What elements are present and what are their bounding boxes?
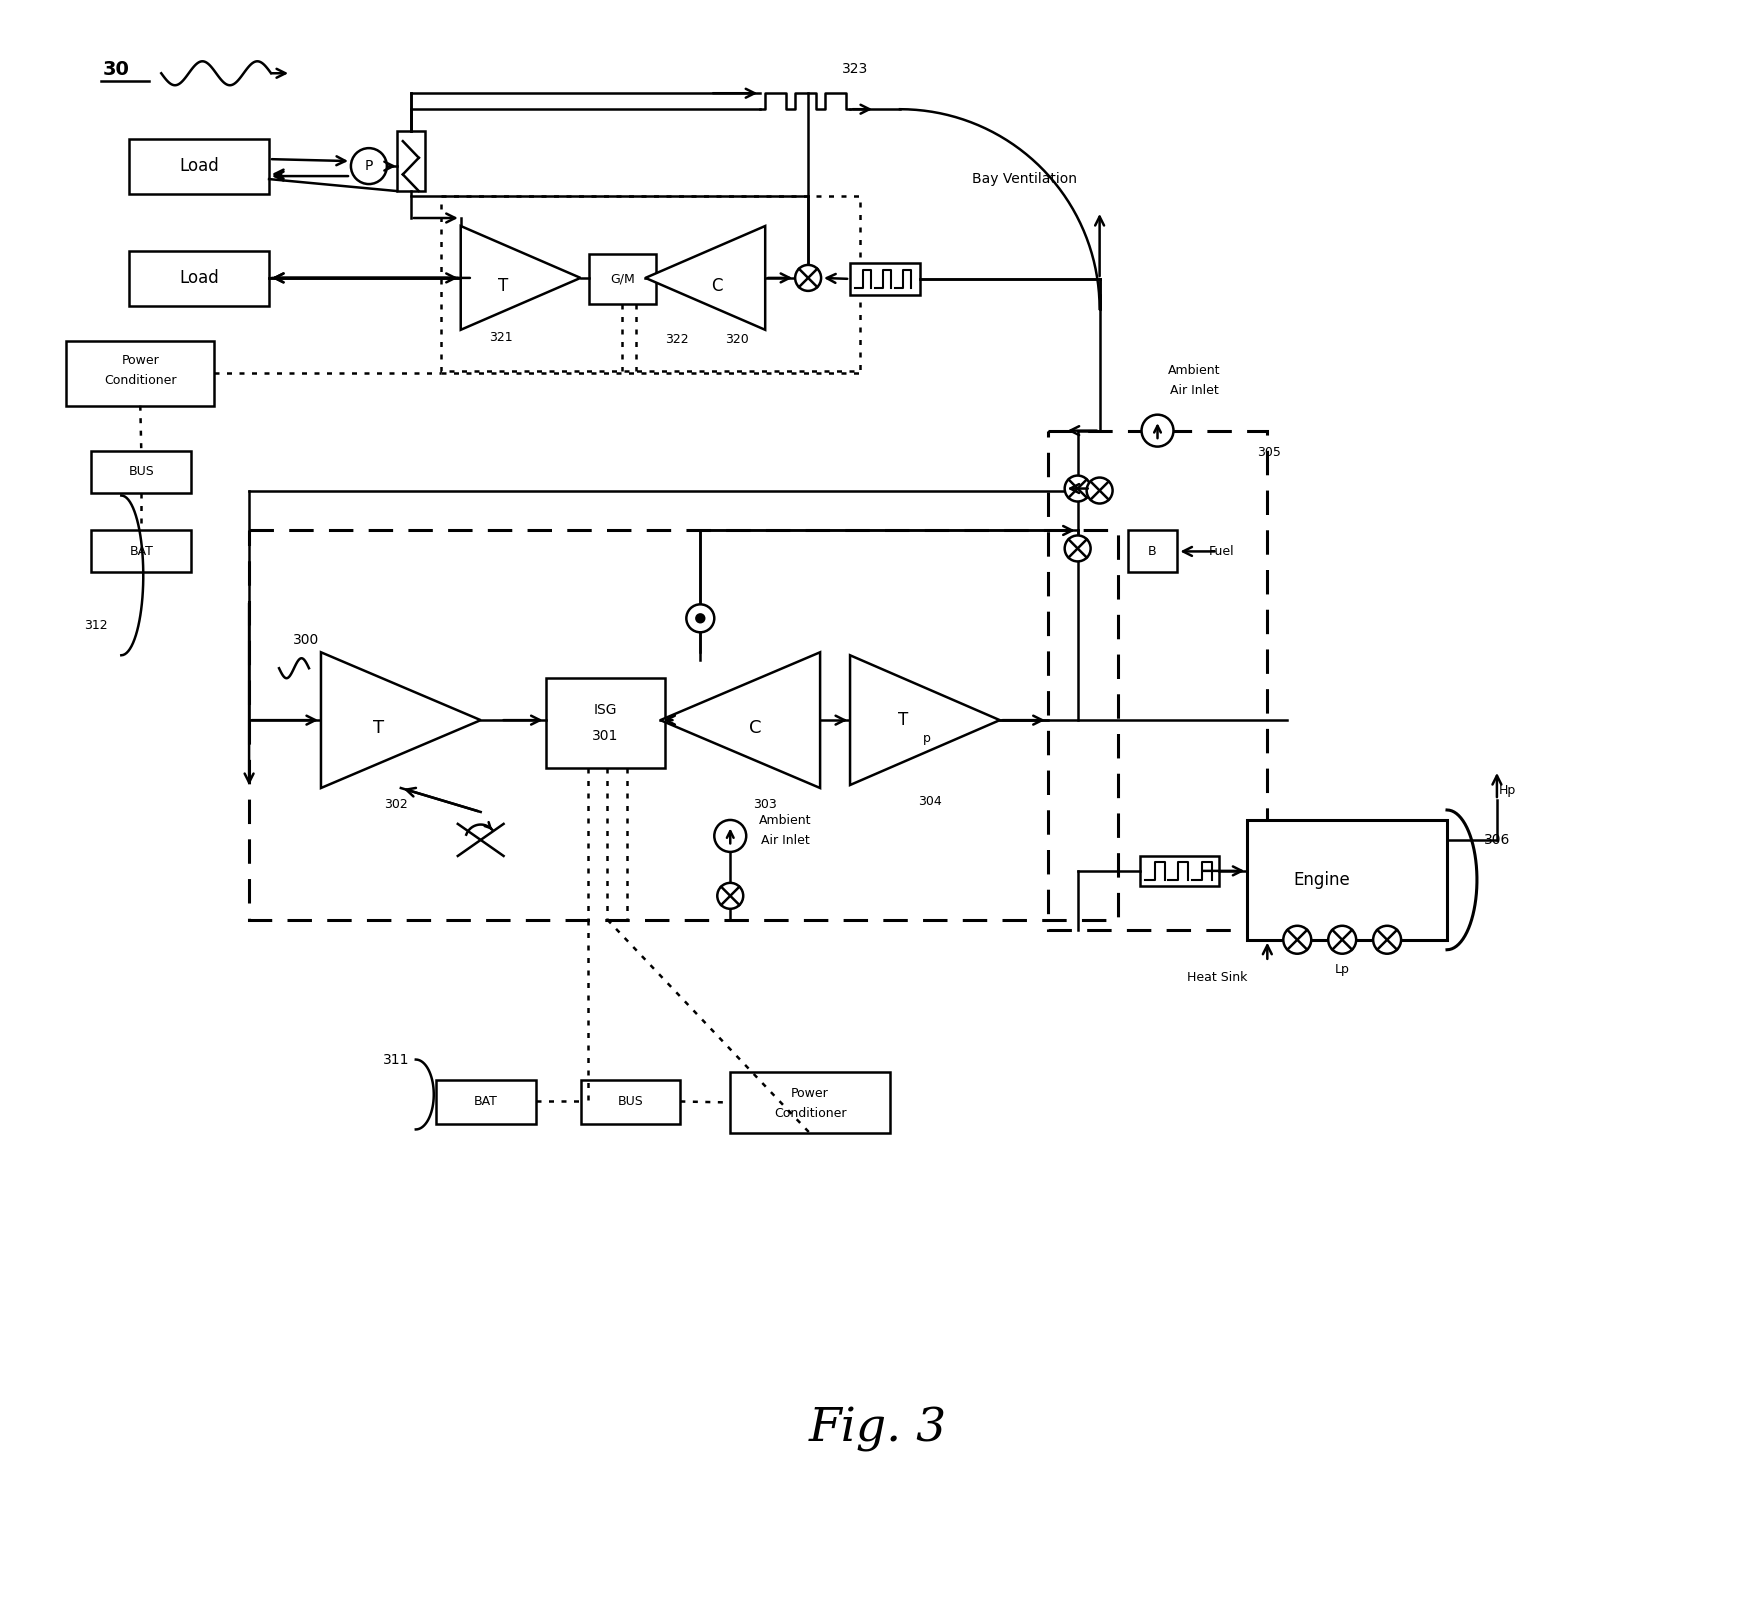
- Bar: [581, 1080, 679, 1125]
- Circle shape: [1327, 925, 1355, 954]
- Text: 322: 322: [665, 334, 688, 347]
- Text: T: T: [374, 719, 384, 737]
- Circle shape: [1141, 414, 1172, 446]
- Circle shape: [795, 265, 821, 291]
- Circle shape: [686, 604, 714, 633]
- Text: 321: 321: [488, 331, 512, 344]
- Bar: [435, 1080, 535, 1125]
- Text: Ambient: Ambient: [1167, 364, 1220, 377]
- Text: Power: Power: [121, 355, 160, 368]
- Text: ISG: ISG: [593, 703, 616, 718]
- Text: C: C: [749, 719, 762, 737]
- Text: B: B: [1148, 545, 1157, 558]
- Text: Ambient: Ambient: [758, 815, 811, 828]
- Circle shape: [1064, 535, 1090, 561]
- Text: Heat Sink: Heat Sink: [1186, 972, 1246, 984]
- Polygon shape: [849, 655, 999, 785]
- Text: Conditioner: Conditioner: [104, 374, 177, 387]
- Text: 323: 323: [841, 62, 867, 77]
- Text: 306: 306: [1483, 833, 1509, 847]
- Text: Fuel: Fuel: [1207, 545, 1234, 558]
- Text: Engine: Engine: [1293, 871, 1350, 888]
- Bar: [130, 139, 269, 193]
- Circle shape: [697, 614, 704, 622]
- Text: 300: 300: [293, 633, 319, 647]
- Bar: [546, 678, 665, 769]
- Bar: [397, 131, 425, 192]
- Text: BUS: BUS: [618, 1095, 642, 1107]
- Text: Air Inlet: Air Inlet: [1169, 384, 1218, 398]
- Polygon shape: [460, 225, 581, 329]
- Polygon shape: [646, 225, 765, 329]
- Bar: [91, 451, 191, 492]
- Text: T: T: [497, 276, 507, 296]
- Text: P: P: [365, 160, 372, 173]
- Text: 312: 312: [84, 618, 109, 631]
- Circle shape: [351, 149, 386, 184]
- Text: 304: 304: [918, 796, 941, 809]
- Text: BAT: BAT: [474, 1095, 497, 1107]
- Bar: [730, 1072, 890, 1133]
- Bar: [849, 264, 920, 296]
- Text: 320: 320: [725, 334, 749, 347]
- Bar: [67, 340, 214, 406]
- Text: BUS: BUS: [128, 465, 154, 478]
- Bar: [441, 197, 860, 371]
- Bar: [1246, 820, 1446, 940]
- Polygon shape: [321, 652, 481, 788]
- Text: T: T: [897, 711, 907, 729]
- Circle shape: [714, 820, 746, 852]
- Text: p: p: [923, 732, 930, 745]
- Bar: [1139, 857, 1218, 885]
- Circle shape: [716, 882, 742, 909]
- Circle shape: [1064, 476, 1090, 502]
- Bar: [1048, 430, 1267, 930]
- Text: Fig. 3: Fig. 3: [809, 1406, 946, 1451]
- Bar: [130, 251, 269, 305]
- Text: 303: 303: [753, 799, 777, 812]
- Text: Load: Load: [179, 157, 219, 176]
- Bar: [588, 254, 656, 304]
- Text: Lp: Lp: [1334, 964, 1350, 976]
- Polygon shape: [660, 652, 820, 788]
- Text: 30: 30: [104, 59, 130, 78]
- Text: 311: 311: [383, 1053, 409, 1066]
- Text: Power: Power: [792, 1087, 828, 1099]
- Text: Hp: Hp: [1497, 783, 1515, 796]
- Text: C: C: [711, 276, 723, 296]
- Text: 302: 302: [384, 799, 407, 812]
- Text: BAT: BAT: [130, 545, 153, 558]
- Bar: [1127, 531, 1178, 572]
- Text: 305: 305: [1257, 446, 1281, 459]
- Text: Load: Load: [179, 268, 219, 288]
- Text: Bay Ventilation: Bay Ventilation: [972, 173, 1076, 185]
- Text: Air Inlet: Air Inlet: [760, 834, 809, 847]
- Text: G/M: G/M: [609, 272, 635, 286]
- Text: 301: 301: [591, 729, 618, 743]
- Bar: [249, 531, 1116, 920]
- Bar: [91, 531, 191, 572]
- Circle shape: [1372, 925, 1400, 954]
- Text: Conditioner: Conditioner: [774, 1107, 846, 1120]
- Circle shape: [1086, 478, 1113, 503]
- Circle shape: [1283, 925, 1311, 954]
